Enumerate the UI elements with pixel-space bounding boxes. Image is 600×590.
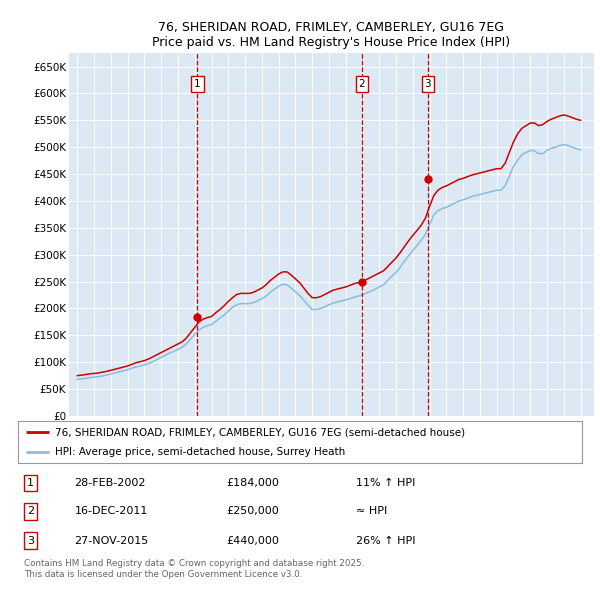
- Text: 28-FEB-2002: 28-FEB-2002: [74, 478, 146, 488]
- Text: HPI: Average price, semi-detached house, Surrey Heath: HPI: Average price, semi-detached house,…: [55, 447, 345, 457]
- Text: £250,000: £250,000: [227, 506, 280, 516]
- Text: 11% ↑ HPI: 11% ↑ HPI: [356, 478, 416, 488]
- Text: 3: 3: [425, 79, 431, 89]
- Text: £184,000: £184,000: [227, 478, 280, 488]
- Text: 2: 2: [27, 506, 34, 516]
- Text: 2: 2: [359, 79, 365, 89]
- Text: 1: 1: [27, 478, 34, 488]
- Text: Contains HM Land Registry data © Crown copyright and database right 2025.
This d: Contains HM Land Registry data © Crown c…: [23, 559, 364, 579]
- Text: 26% ↑ HPI: 26% ↑ HPI: [356, 536, 416, 546]
- Text: 1: 1: [194, 79, 201, 89]
- Title: 76, SHERIDAN ROAD, FRIMLEY, CAMBERLEY, GU16 7EG
Price paid vs. HM Land Registry': 76, SHERIDAN ROAD, FRIMLEY, CAMBERLEY, G…: [152, 21, 511, 49]
- Text: 27-NOV-2015: 27-NOV-2015: [74, 536, 149, 546]
- Text: 16-DEC-2011: 16-DEC-2011: [74, 506, 148, 516]
- Text: £440,000: £440,000: [227, 536, 280, 546]
- Text: ≈ HPI: ≈ HPI: [356, 506, 388, 516]
- Text: 76, SHERIDAN ROAD, FRIMLEY, CAMBERLEY, GU16 7EG (semi-detached house): 76, SHERIDAN ROAD, FRIMLEY, CAMBERLEY, G…: [55, 427, 465, 437]
- Text: 3: 3: [27, 536, 34, 546]
